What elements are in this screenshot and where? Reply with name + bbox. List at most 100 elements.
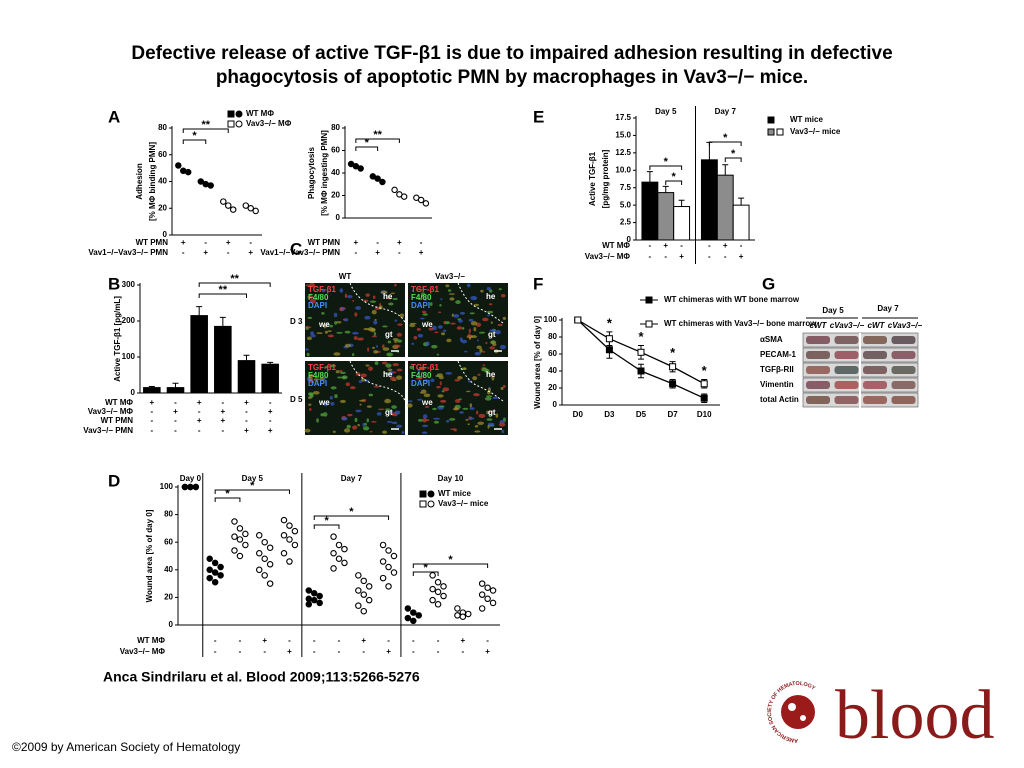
significance-bracket [412, 563, 489, 568]
condition-value: - [680, 241, 683, 250]
micrograph-cell [394, 319, 398, 322]
blot-band [891, 366, 916, 374]
micrograph-cell [468, 380, 472, 383]
micrograph-cell [325, 322, 329, 327]
micrograph-cell [358, 380, 363, 383]
significance-label: ** [201, 119, 210, 131]
micrograph-cell [396, 339, 403, 343]
significance-label: ** [373, 129, 382, 141]
micrograph-cell [495, 330, 501, 335]
data-point [454, 605, 461, 612]
error-bar [243, 354, 250, 361]
condition-value: - [338, 647, 341, 656]
blot-band [863, 351, 887, 359]
y-tick-label: 40 [164, 565, 173, 574]
data-point [266, 580, 274, 587]
significance-bracket [214, 497, 241, 502]
micrograph-cell [368, 327, 374, 332]
data-point [489, 587, 497, 594]
y-tick-label: 0 [336, 213, 341, 222]
group-label: Day 7 [341, 474, 363, 483]
micrograph-cell [478, 413, 486, 418]
y-tick-label: 80 [158, 123, 167, 132]
micrograph-cell [305, 284, 310, 287]
y-tick-label: 17.5 [615, 113, 631, 122]
data-point [379, 541, 387, 549]
y-axis-label: Active TGF-β1 [pg/mL] [113, 296, 122, 382]
legend-marker [235, 120, 243, 128]
y-tick-label: 0 [131, 388, 136, 397]
significance-bracket [412, 571, 439, 576]
micrograph-cell [495, 413, 499, 418]
micrograph-cell [371, 309, 377, 315]
error-bar [646, 171, 653, 183]
micrograph-cell [489, 346, 496, 350]
micrograph-cell [489, 329, 497, 332]
data-point [429, 596, 436, 604]
condition-value: - [708, 252, 711, 261]
micrograph-cell [365, 364, 370, 367]
legend-marker [427, 500, 435, 508]
micrograph-cell [362, 422, 365, 427]
micrograph-cell [433, 420, 439, 424]
data-point [574, 316, 582, 324]
data-point [484, 595, 491, 603]
micrograph-cell [371, 335, 377, 338]
micrograph-cell [389, 370, 394, 375]
data-point [220, 198, 227, 205]
micrograph-cell [409, 323, 416, 328]
data-point [305, 587, 313, 594]
micrograph-cell [474, 424, 479, 428]
micrograph-cell [386, 352, 394, 357]
data-point [360, 607, 368, 615]
data-point [255, 566, 263, 574]
legend-label: WT MΦ [246, 109, 274, 118]
day-header: Day 5 [822, 306, 844, 315]
region-label: gt [385, 330, 393, 339]
condition-value: - [150, 416, 153, 425]
region-label: he [486, 292, 496, 301]
condition-value: - [313, 647, 316, 656]
significance-label: * [192, 130, 197, 142]
micrograph-cell [482, 364, 486, 367]
data-point [280, 532, 288, 539]
data-point [434, 601, 442, 608]
condition-value: + [386, 647, 391, 656]
micrograph-cell [392, 363, 399, 367]
y-tick-label: 0 [169, 620, 174, 629]
micrograph-cell [487, 410, 494, 413]
micrograph-cell [373, 320, 378, 325]
condition-value: + [663, 241, 668, 250]
epidermis-border [457, 360, 504, 402]
stain-label: TGF-β1 [308, 363, 337, 372]
micrograph-cell [385, 408, 391, 411]
micrograph-cell [485, 341, 488, 345]
y-tick-label: 5.0 [620, 200, 632, 209]
condition-value: + [287, 647, 292, 656]
micrograph-cell [363, 299, 369, 302]
micrograph-cell [417, 418, 424, 422]
significance-label: * [702, 363, 708, 378]
micrograph-cell [488, 303, 493, 306]
micrograph-cell [363, 327, 370, 331]
micrograph-cell [339, 288, 344, 293]
micrograph-cell [394, 283, 397, 287]
micrograph-cell [460, 339, 468, 344]
legend-swatch [776, 128, 784, 136]
micrograph-cell [375, 345, 379, 348]
micrograph-cell [500, 386, 504, 391]
micrograph-cell [468, 328, 471, 334]
y-tick-label: 0 [163, 230, 168, 239]
micrograph-cell [391, 405, 397, 409]
logo-emblem-dot [788, 703, 796, 711]
micrograph-cell [447, 289, 452, 292]
data-point [236, 536, 244, 543]
micrograph-cell [344, 293, 348, 299]
significance-label: * [424, 562, 429, 574]
significance-label: * [225, 488, 230, 500]
micrograph-cell [434, 331, 439, 334]
data-point [379, 178, 386, 186]
group-label: Day 5 [242, 474, 264, 483]
micrograph-cell [446, 338, 452, 343]
data-point [286, 536, 293, 543]
